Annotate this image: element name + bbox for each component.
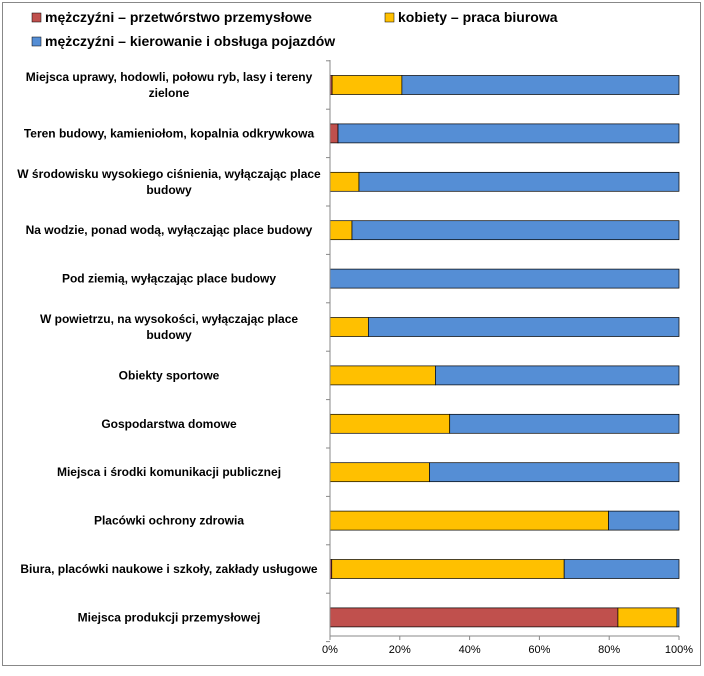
category-label-6-line-2: budowy — [146, 328, 192, 342]
category-label-1-line-2: zielone — [149, 86, 190, 100]
bar-segment-row-2-series-1 — [329, 123, 339, 144]
category-labels: Miejsca uprawy, hodowli, połowu ryb, las… — [17, 70, 321, 624]
bar-segment-row-9-series-3 — [429, 462, 680, 483]
x-tick-label-3: 40% — [459, 644, 481, 656]
legend-label-1: mężczyźni – przetwórstwo przemysłowe — [45, 9, 312, 25]
category-label-10: Placówki ochrony zdrowia — [94, 514, 244, 528]
bar-segment-row-1-series-2 — [331, 75, 403, 95]
bar-segment-row-2-series-3 — [337, 123, 680, 144]
bar-segment-row-7-series-2 — [329, 365, 436, 386]
x-tick-label-2: 20% — [389, 644, 411, 656]
x-tick-label-1: 0% — [322, 644, 338, 656]
bar-segment-row-4-series-3 — [351, 220, 680, 241]
bars — [329, 75, 680, 628]
x-tick-label-4: 60% — [528, 644, 550, 656]
category-label-12: Miejsca produkcji przemysłowej — [78, 610, 261, 624]
bar-segment-row-1-series-3 — [401, 75, 680, 95]
category-label-4: Na wodzie, ponad wodą, wyłączając place … — [26, 223, 313, 237]
x-tick-label-6: 100% — [665, 644, 693, 656]
cropped-caption-strip — [0, 668, 704, 676]
legend: mężczyźni – przetwórstwo przemysłowe kobi… — [31, 9, 558, 49]
bar-segment-row-7-series-3 — [435, 365, 680, 386]
bar-segment-row-10-series-2 — [329, 510, 609, 531]
bar-segment-row-10-series-3 — [608, 510, 680, 531]
category-label-5: Pod ziemią, wyłączając place budowy — [62, 272, 276, 286]
category-label-7: Obiekty sportowe — [119, 368, 220, 382]
bar-segment-row-11-series-3 — [563, 559, 680, 579]
legend-swatch-2 — [384, 12, 395, 23]
bar-segment-row-8-series-2 — [329, 413, 451, 434]
bar-segment-row-11-series-2 — [331, 559, 565, 579]
legend-label-3: mężczyźni – kierowanie i obsługa pojazdó… — [45, 33, 335, 49]
bar-segment-row-3-series-3 — [358, 171, 680, 192]
bar-segment-row-5-series-3 — [329, 268, 680, 289]
category-label-2: Teren budowy, kamieniołom, kopalnia odkr… — [24, 126, 315, 140]
category-label-6-line-1: W powietrzu, na wysokości, wyłączając pl… — [40, 312, 298, 326]
category-label-9: Miejsca i środki komunikacji publicznej — [57, 465, 281, 479]
category-label-11: Biura, placówki naukowe i szkoły, zakład… — [20, 562, 318, 576]
bar-segment-row-12-series-2 — [617, 607, 678, 628]
bar-segment-row-12-series-1 — [329, 607, 619, 628]
bar-segment-row-6-series-2 — [329, 317, 369, 337]
bar-segment-row-3-series-2 — [329, 171, 360, 192]
x-axis: 0% 20% 40% 60% 80% 100% — [322, 60, 693, 656]
category-label-3-line-1: W środowisku wysokiego ciśnienia, wyłącz… — [17, 167, 321, 181]
legend-swatch-3 — [31, 36, 42, 47]
legend-label-2: kobiety – praca biurowa — [398, 9, 558, 25]
bar-segment-row-12-series-3 — [676, 607, 680, 628]
category-label-8: Gospodarstwa domowe — [101, 417, 237, 431]
bar-segment-row-8-series-3 — [449, 413, 680, 434]
bar-segment-row-4-series-2 — [329, 220, 353, 241]
bar-segment-row-9-series-2 — [329, 462, 430, 483]
x-tick-label-5: 80% — [598, 644, 620, 656]
category-label-1-line-1: Miejsca uprawy, hodowli, połowu ryb, las… — [26, 70, 313, 84]
category-label-3-line-2: budowy — [146, 183, 192, 197]
legend-swatch-1 — [31, 12, 42, 23]
bar-segment-row-6-series-3 — [368, 317, 680, 337]
